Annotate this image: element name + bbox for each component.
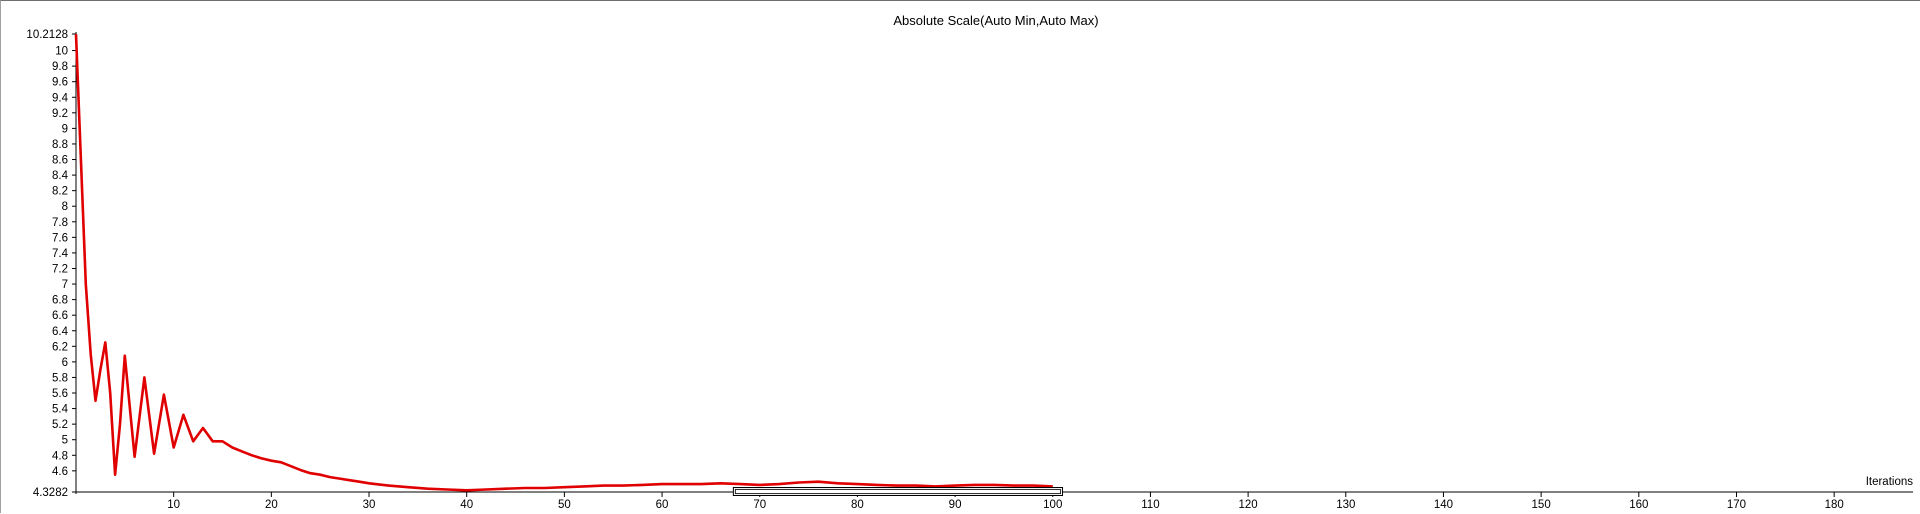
y-tick-label: 4.8 — [52, 450, 68, 462]
y-tick-label: 5.4 — [52, 404, 69, 416]
series-line-0 — [74, 34, 1053, 492]
y-tick-label: 5.6 — [52, 388, 68, 400]
x-tick-label: 120 — [1239, 499, 1258, 511]
y-tick-label: 7.4 — [52, 248, 69, 260]
x-tick-label: 60 — [656, 499, 669, 511]
x-tick-label: 180 — [1825, 499, 1844, 511]
y-tick-label: 10.2128 — [26, 29, 68, 41]
x-tick-label: 70 — [753, 499, 766, 511]
horizontal-scrollbar[interactable] — [732, 487, 1064, 496]
y-tick-label: 4.3282 — [33, 487, 68, 499]
x-tick-label: 110 — [1141, 499, 1159, 511]
y-tick-label: 6.6 — [52, 310, 68, 322]
x-tick-label: 30 — [363, 499, 376, 511]
y-tick-label: 5 — [62, 435, 68, 447]
y-tick-label: 9.8 — [52, 61, 68, 73]
y-tick-label: 9 — [62, 123, 68, 135]
y-tick-label: 9.4 — [52, 92, 69, 104]
x-tick-label: 150 — [1532, 499, 1551, 511]
y-tick-label: 8 — [62, 201, 68, 213]
y-tick-label: 8.4 — [52, 170, 69, 182]
y-tick-label: 10 — [55, 46, 68, 58]
y-tick-label: 7.6 — [52, 232, 68, 244]
x-tick-label: 80 — [851, 499, 864, 511]
y-tick-label: 5.2 — [52, 419, 68, 431]
scrollbar-thumb[interactable] — [734, 489, 1061, 494]
x-tick-label: 40 — [460, 499, 473, 511]
y-tick-label: 7 — [62, 279, 68, 291]
chart-title: Absolute Scale(Auto Min,Auto Max) — [893, 13, 1098, 28]
y-tick-label: 8.6 — [52, 155, 68, 167]
x-tick-label: 100 — [1043, 499, 1062, 511]
y-tick-label: 7.8 — [52, 217, 68, 229]
y-tick-label: 6.2 — [52, 341, 68, 353]
x-tick-label: 50 — [558, 499, 571, 511]
x-tick-label: 10 — [167, 499, 180, 511]
x-tick-label: 130 — [1336, 499, 1355, 511]
y-tick-label: 8.8 — [52, 139, 68, 151]
x-tick-label: 90 — [949, 499, 962, 511]
y-tick-label: 8.2 — [52, 186, 68, 198]
y-tick-label: 6.4 — [52, 326, 69, 338]
y-tick-label: 6.8 — [52, 295, 68, 307]
y-tick-label: 4.6 — [52, 466, 68, 478]
y-tick-label: 5.8 — [52, 372, 68, 384]
y-tick-label: 6 — [62, 357, 68, 369]
x-tick-label: 140 — [1434, 499, 1453, 511]
y-axis: 10.2128 10 9.8 9.6 9.4 9.2 9 8.8 8.6 8.4 8.2 8 7.8 7.… — [26, 29, 77, 499]
x-tick-label: 160 — [1629, 499, 1648, 511]
y-tick-label: 9.2 — [52, 108, 68, 120]
x-tick-label: 170 — [1727, 499, 1746, 511]
x-tick-label: 20 — [265, 499, 278, 511]
y-tick-label: 7.2 — [52, 263, 68, 275]
plot-area — [74, 34, 1053, 492]
y-tick-label: 9.6 — [52, 77, 68, 89]
x-axis-label: Iterations — [1866, 476, 1914, 488]
